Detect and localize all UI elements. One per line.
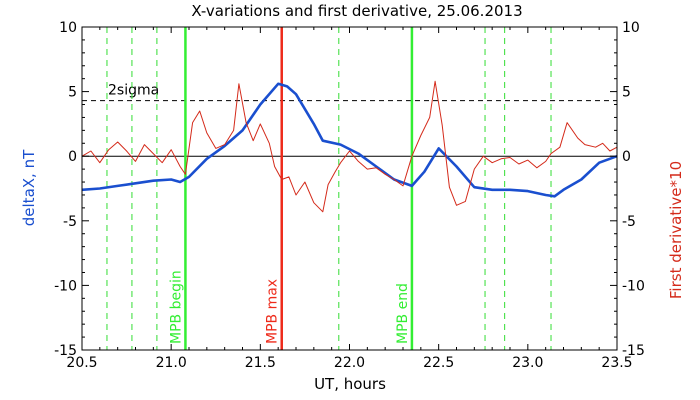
y-right-tick-label: -10 xyxy=(622,278,645,294)
plot-lines-layer: 2sigma xyxy=(81,27,618,350)
y-left-tick-label: 0 xyxy=(68,149,77,165)
axis-ticks: 20.5 21.0 21.5 22.0 22.5 23.0 23.5 10 5 0 -5 -10 -15… xyxy=(54,20,645,371)
x-tick-label: 21.0 xyxy=(156,355,187,371)
x-tick-label: 23.0 xyxy=(512,355,543,371)
event-label-mpb-max: MPB max xyxy=(265,279,281,344)
event-label-mpb-begin: MPB begin xyxy=(168,270,184,344)
x-tick-label: 21.5 xyxy=(245,355,276,371)
y-left-tick-label: -5 xyxy=(63,214,77,230)
y-left-tick-label: -15 xyxy=(54,343,77,359)
y-axis-left-label: deltaX, nT xyxy=(20,149,38,226)
y-left-tick-label: -10 xyxy=(54,278,77,294)
series-derivative-line xyxy=(81,80,618,213)
x-tick-label: 20.5 xyxy=(66,355,97,371)
y-right-tick-label: 0 xyxy=(622,149,631,165)
x-axis-label: UT, hours xyxy=(314,375,386,393)
x-tick-label: 22.5 xyxy=(423,355,454,371)
plot-frame xyxy=(81,26,618,351)
event-label-mpb-end: MPB end xyxy=(395,283,411,344)
sigma-label: 2sigma xyxy=(108,83,159,99)
y-right-tick-label: 5 xyxy=(622,85,631,101)
y-left-tick-label: 5 xyxy=(68,85,77,101)
y-right-tick-label: -15 xyxy=(622,343,645,359)
y-right-tick-label: -5 xyxy=(622,214,636,230)
y-right-tick-label: 10 xyxy=(622,20,640,36)
series-deltax-line xyxy=(81,82,618,198)
y-axis-right-label: First derivative*10 xyxy=(667,161,685,299)
x-tick-label: 22.0 xyxy=(334,355,365,371)
chart-title: X-variations and first derivative, 25.06… xyxy=(191,2,522,20)
x-tick-label: 23.5 xyxy=(601,355,632,371)
y-left-tick-label: 10 xyxy=(59,20,77,36)
